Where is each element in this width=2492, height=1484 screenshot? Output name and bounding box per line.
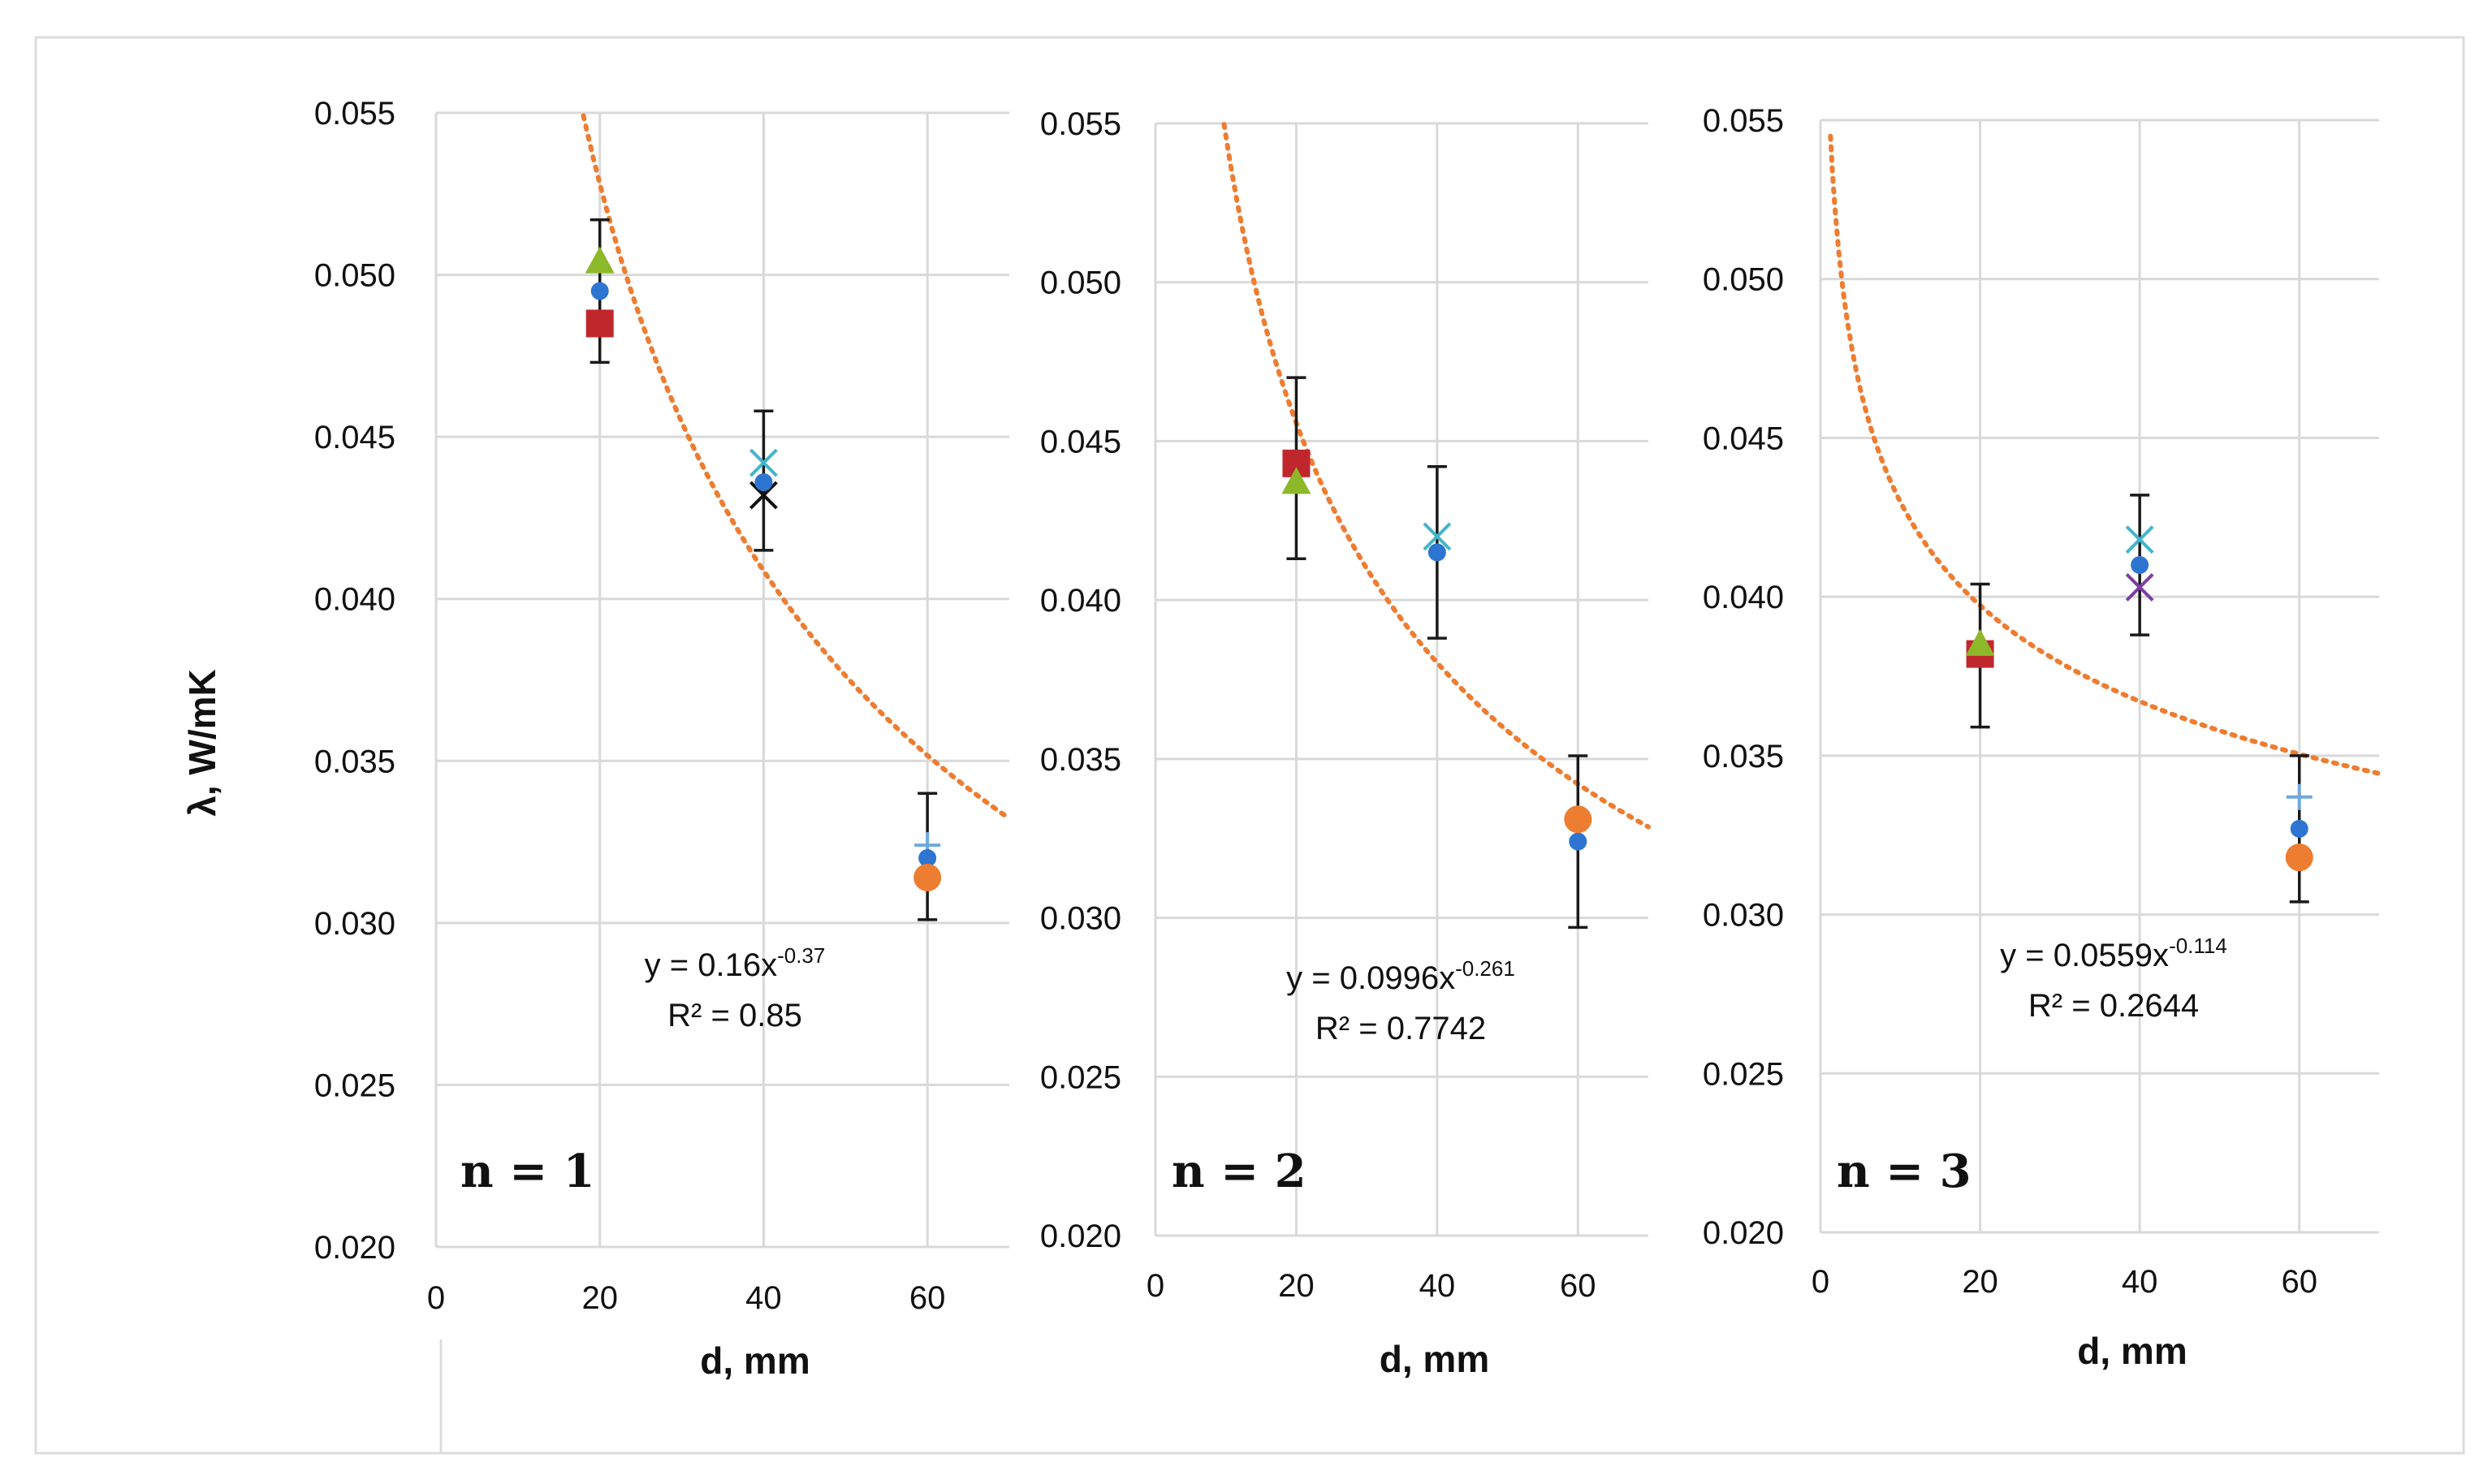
- y-tick-label: 0.055: [314, 96, 395, 132]
- x-tick-label: 0: [427, 1280, 445, 1316]
- y-tick-label: 0.030: [1040, 901, 1121, 937]
- y-tick-label: 0.020: [314, 1230, 395, 1266]
- trend-equation-exponent: -0.261: [1455, 956, 1515, 981]
- x-axis-title: d, mm: [1380, 1338, 1489, 1380]
- x-tick-label: 60: [2281, 1264, 2317, 1300]
- data-point-xmark: [2125, 572, 2154, 602]
- x-tick-label: 20: [581, 1280, 618, 1316]
- y-tick-label: 0.030: [314, 906, 395, 942]
- data-point-circle: [913, 863, 942, 891]
- data-point-dot: [918, 849, 937, 868]
- data-point-dot: [1427, 543, 1446, 562]
- chart-panel-2: 0.020 0.025 0.030 0.035 0.040 0.045 0.050 0.055…: [1040, 106, 1651, 1380]
- data-point-triangle: [585, 246, 615, 274]
- y-tick-label: 0.025: [314, 1068, 395, 1103]
- x-axis-title: d, mm: [700, 1339, 810, 1382]
- data-point-triangle: [1965, 628, 1995, 656]
- trend-r-squared: R² = 0.85: [667, 998, 802, 1033]
- panels-layer: 0.020 0.025 0.030 0.035 0.040 0.045 0.050 0.055…: [314, 96, 2382, 1382]
- x-axis-title: d, mm: [2077, 1330, 2187, 1372]
- trendline: [1828, 133, 2382, 776]
- y-tick-label: 0.050: [1703, 262, 1784, 298]
- chart-panel-3: 0.020 0.025 0.030 0.035 0.040 0.045 0.050 0.055…: [1703, 103, 2382, 1372]
- trend-r-squared: R² = 0.7742: [1315, 1011, 1486, 1046]
- y-tick-label: 0.045: [1040, 424, 1121, 459]
- y-tick-label: 0.030: [1703, 898, 1784, 934]
- y-tick-label: 0.055: [1703, 103, 1784, 139]
- trend-r-squared: R² = 0.2644: [2028, 988, 2199, 1024]
- y-tick-label: 0.045: [1703, 421, 1784, 456]
- x-tick-label: 20: [1962, 1264, 1998, 1300]
- x-tick-label: 0: [1147, 1268, 1164, 1304]
- y-tick-label: 0.035: [1703, 739, 1784, 774]
- data-point-triangle: [1281, 467, 1311, 494]
- y-tick-label: 0.050: [314, 258, 395, 294]
- data-point-dot: [1569, 832, 1587, 851]
- figure-border: [34, 36, 2465, 1455]
- data-point-circle: [2285, 843, 2313, 872]
- x-tick-label: 60: [1560, 1268, 1596, 1304]
- panel-label: n = 2: [1172, 1145, 1306, 1198]
- y-tick-label: 0.035: [314, 744, 395, 779]
- data-point-dot: [590, 282, 609, 300]
- x-tick-label: 20: [1278, 1268, 1315, 1304]
- data-point-xmark: [1423, 522, 1452, 551]
- data-point-dot: [2131, 556, 2149, 574]
- data-point-xmark: [2125, 525, 2154, 554]
- y-tick-label: 0.045: [314, 420, 395, 455]
- data-point-square: [585, 309, 614, 338]
- y-tick-label: 0.025: [1040, 1059, 1121, 1095]
- y-tick-label: 0.040: [1703, 580, 1784, 615]
- data-point-dot: [2290, 819, 2308, 838]
- x-tick-label: 40: [2122, 1264, 2158, 1300]
- y-tick-label: 0.035: [1040, 742, 1121, 778]
- y-tick-label: 0.050: [1040, 265, 1121, 301]
- trend-equation-exponent: -0.114: [2169, 934, 2227, 958]
- chart-panel-1: 0.020 0.025 0.030 0.035 0.040 0.045 0.050 0.055…: [314, 96, 1012, 1382]
- x-tick-label: 40: [745, 1280, 782, 1316]
- x-tick-label: 0: [1812, 1264, 1829, 1300]
- x-tick-label: 60: [909, 1280, 946, 1316]
- data-point-xmark: [749, 481, 778, 510]
- y-tick-label: 0.025: [1703, 1056, 1784, 1092]
- data-point-plus: [2286, 783, 2313, 810]
- trendline: [581, 113, 1012, 822]
- panel-label: n = 1: [460, 1145, 595, 1198]
- x-tick-label: 40: [1419, 1268, 1456, 1304]
- panel-label: n = 3: [1837, 1145, 1972, 1198]
- y-tick-label: 0.040: [1040, 583, 1121, 619]
- data-point-xmark: [749, 448, 778, 477]
- y-tick-label: 0.020: [1703, 1215, 1784, 1251]
- data-point-circle: [1564, 805, 1592, 834]
- trend-equation-exponent: -0.37: [777, 943, 825, 968]
- y-tick-label: 0.055: [1040, 106, 1121, 142]
- data-point-dot: [754, 473, 773, 492]
- y-tick-label: 0.020: [1040, 1219, 1121, 1254]
- y-tick-label: 0.040: [314, 582, 395, 618]
- y-axis-title: λ, W/mK: [181, 669, 223, 816]
